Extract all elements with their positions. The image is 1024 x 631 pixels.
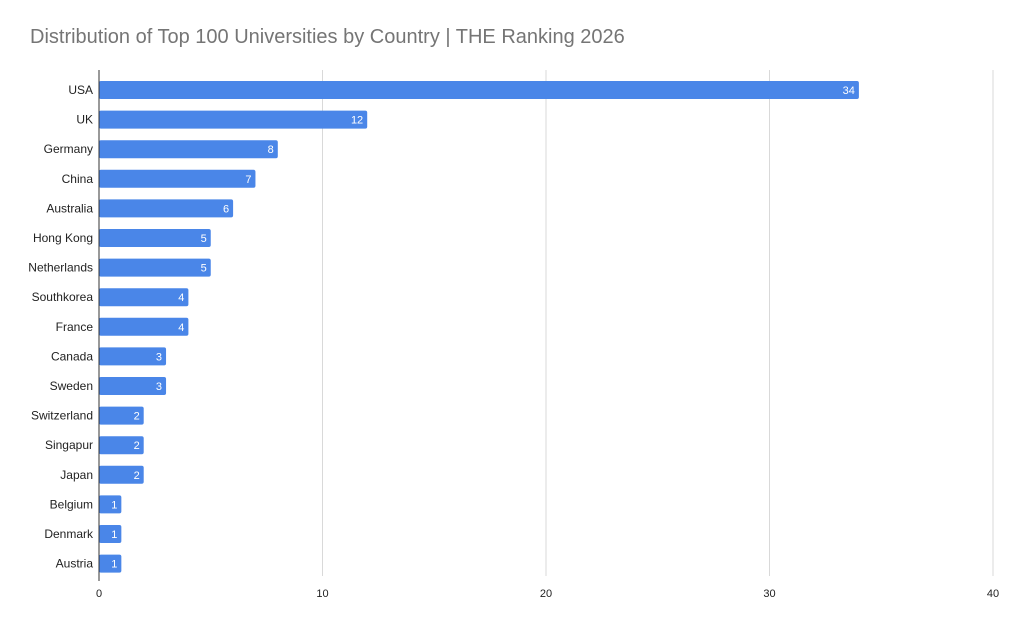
category-label: UK	[76, 113, 93, 127]
bar	[99, 406, 144, 425]
category-label: Sweden	[50, 379, 93, 393]
category-label: China	[62, 172, 94, 186]
bar	[99, 495, 122, 514]
category-label: Belgium	[50, 497, 93, 511]
bar-value-label: 6	[223, 203, 229, 215]
bar	[99, 199, 234, 218]
bar	[99, 525, 122, 543]
category-label: France	[56, 320, 94, 334]
bar-value-label: 12	[351, 115, 363, 127]
bar	[99, 465, 144, 484]
bar	[99, 377, 167, 395]
x-tick-label: 0	[96, 588, 102, 600]
bar-value-label: 5	[201, 263, 207, 275]
x-axis: 0 10 20 30 40	[96, 70, 999, 600]
bar-value-label: 3	[156, 381, 162, 393]
bar-value-label: 3	[156, 351, 162, 363]
gridlines	[322, 70, 994, 576]
bar-value-label: 1	[111, 559, 117, 571]
bar-value-label: 34	[843, 85, 855, 97]
bar	[99, 347, 167, 366]
category-label: Southkorea	[32, 290, 94, 304]
bar-value-label: 5	[201, 233, 207, 245]
bar-value-label: 2	[134, 411, 140, 423]
category-label: Netherlands	[28, 261, 93, 275]
x-tick-label: 10	[316, 588, 328, 600]
category-label: Germany	[44, 142, 93, 156]
category-label: Singapur	[45, 438, 93, 452]
bar-value-label: 8	[268, 144, 274, 156]
category-label: Denmark	[44, 527, 94, 541]
category-labels: USA UK Germany China Australia Hong Kong Nethe…	[28, 83, 94, 571]
category-label: Japan	[60, 468, 93, 482]
category-label: Hong Kong	[33, 231, 93, 245]
bar-value-label: 4	[178, 322, 184, 334]
category-label: USA	[68, 83, 93, 97]
bar-value-label: 1	[111, 529, 117, 541]
bar	[99, 288, 189, 307]
chart-title: Distribution of Top 100 Universities by …	[30, 26, 625, 48]
bar-value-label: 2	[134, 440, 140, 452]
category-label: Austria	[56, 557, 94, 571]
category-label: Canada	[51, 349, 93, 363]
bar-value-label: 2	[134, 470, 140, 482]
bar	[99, 436, 144, 455]
bar	[99, 169, 256, 188]
x-tick-label: 30	[763, 588, 775, 600]
bar	[99, 317, 189, 336]
x-tick-label: 40	[987, 588, 999, 600]
category-label: Australia	[46, 201, 93, 215]
bar-value-label: 1	[111, 499, 117, 511]
bar-value-label: 4	[178, 292, 184, 304]
bar-value-label: 7	[245, 174, 251, 186]
bar	[99, 554, 122, 573]
bar	[99, 229, 211, 247]
bar	[99, 81, 859, 99]
bars: 34 12 8 7 6 5 5 4 4 3 3 2 2 2 1 1 1	[99, 81, 859, 573]
x-tick-label: 20	[540, 588, 552, 600]
bar	[99, 110, 368, 129]
category-label: Switzerland	[31, 409, 93, 423]
bar	[99, 258, 211, 277]
bar	[99, 140, 278, 159]
